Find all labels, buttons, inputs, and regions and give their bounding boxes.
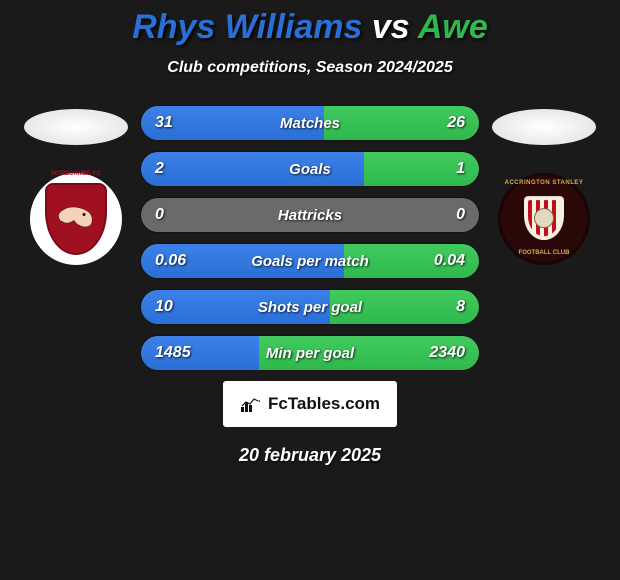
stat-row: 0.06Goals per match0.04 xyxy=(140,243,480,279)
stat-value-left: 2 xyxy=(141,160,221,178)
stat-row: 31Matches26 xyxy=(140,105,480,141)
stat-row: 2Goals1 xyxy=(140,151,480,187)
stat-value-left: 1485 xyxy=(141,344,221,362)
stat-value-left: 0.06 xyxy=(141,252,221,270)
club-badge-right: ACCRINGTON STANLEY FOOTBALL CLUB xyxy=(498,173,590,265)
vs-text: vs xyxy=(372,8,410,46)
stat-row: 10Shots per goal8 xyxy=(140,289,480,325)
player2-photo-placeholder xyxy=(492,109,596,145)
stat-label: Goals xyxy=(221,161,399,178)
stat-label: Hattricks xyxy=(221,207,399,224)
stat-value-right: 2340 xyxy=(399,344,479,362)
infographic-container: Rhys Williams vs Awe Club competitions, … xyxy=(0,0,620,466)
stat-row: 0Hattricks0 xyxy=(140,197,480,233)
accrington-badge-icon: ACCRINGTON STANLEY FOOTBALL CLUB xyxy=(501,176,587,262)
subtitle: Club competitions, Season 2024/2025 xyxy=(0,59,620,77)
left-side xyxy=(20,105,132,265)
stat-value-right: 8 xyxy=(399,298,479,316)
stat-value-right: 1 xyxy=(399,160,479,178)
brand-badge: FcTables.com xyxy=(223,381,397,427)
stat-value-right: 0 xyxy=(399,206,479,224)
date-text: 20 february 2025 xyxy=(0,445,620,466)
player1-photo-placeholder xyxy=(24,109,128,145)
main-row: 31Matches262Goals10Hattricks00.06Goals p… xyxy=(0,105,620,371)
fctables-logo-icon xyxy=(240,395,262,413)
club-badge-left xyxy=(30,173,122,265)
comparison-title: Rhys Williams vs Awe xyxy=(0,8,620,47)
right-side: ACCRINGTON STANLEY FOOTBALL CLUB xyxy=(488,105,600,265)
brand-text: FcTables.com xyxy=(268,394,380,414)
shrimp-icon xyxy=(54,203,98,233)
stat-label: Matches xyxy=(221,115,399,132)
stat-row: 1485Min per goal2340 xyxy=(140,335,480,371)
player2-name: Awe xyxy=(418,8,488,46)
stat-value-left: 0 xyxy=(141,206,221,224)
stat-value-right: 0.04 xyxy=(399,252,479,270)
stat-label: Min per goal xyxy=(221,345,399,362)
stat-value-left: 31 xyxy=(141,114,221,132)
stat-label: Goals per match xyxy=(221,253,399,270)
stats-column: 31Matches262Goals10Hattricks00.06Goals p… xyxy=(140,105,480,371)
stat-label: Shots per goal xyxy=(221,299,399,316)
stat-value-left: 10 xyxy=(141,298,221,316)
stat-value-right: 26 xyxy=(399,114,479,132)
player1-name: Rhys Williams xyxy=(132,8,362,46)
morecambe-shield-icon xyxy=(45,183,107,255)
